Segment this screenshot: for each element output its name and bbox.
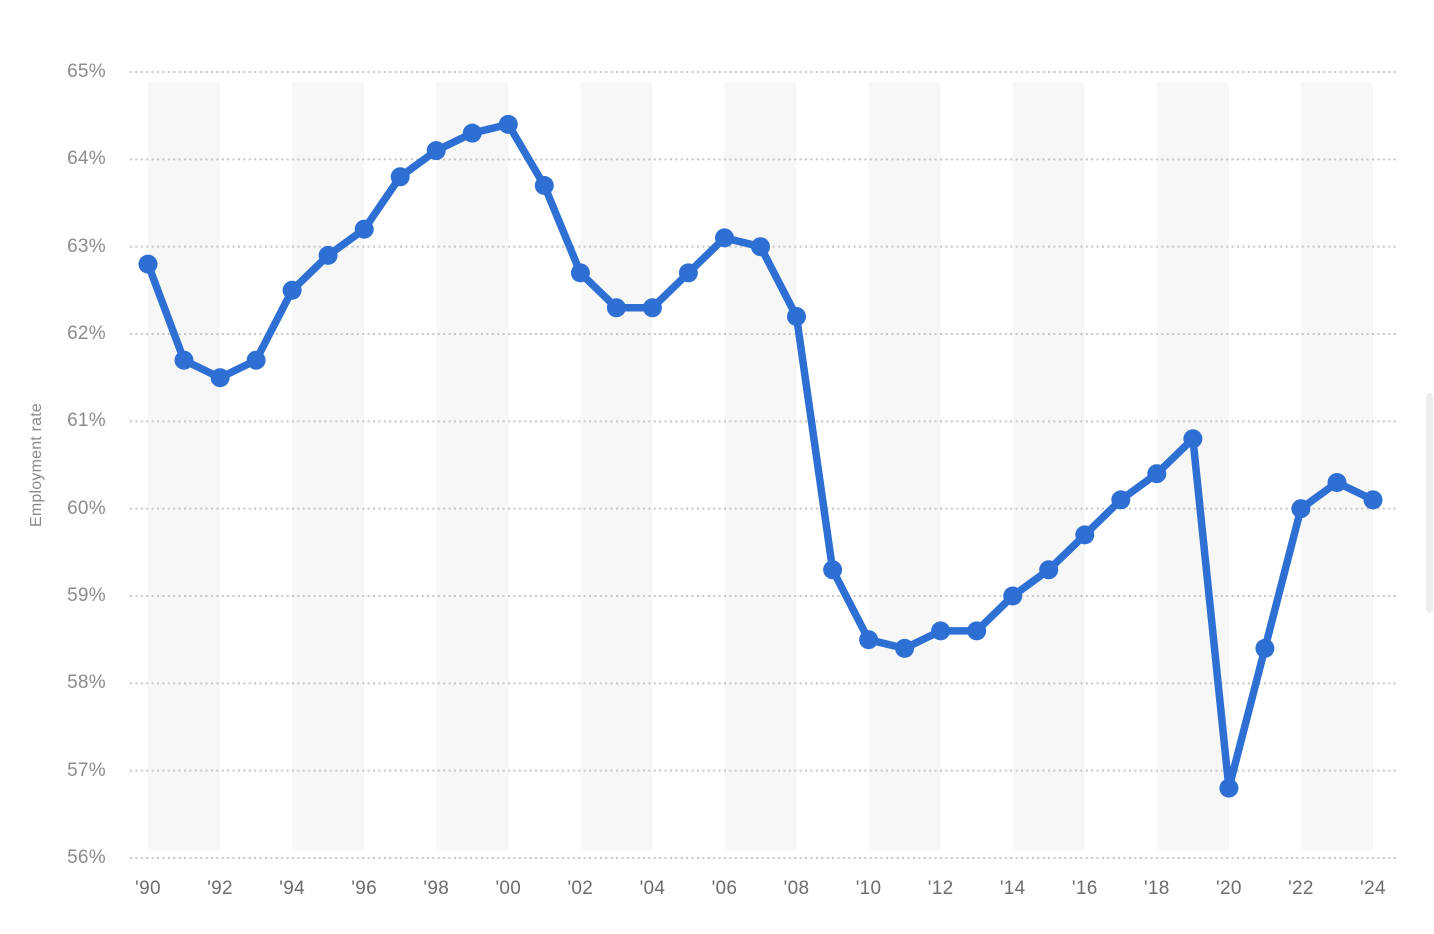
data-point-2020[interactable]: [1219, 778, 1239, 798]
data-point-1997[interactable]: [390, 167, 410, 187]
x-tick-label: '90: [135, 878, 161, 899]
data-point-2011[interactable]: [895, 638, 915, 658]
data-point-2003[interactable]: [606, 298, 626, 318]
data-point-2007[interactable]: [751, 237, 770, 257]
y-tick-label: 63%: [67, 235, 106, 257]
y-tick-label: 65%: [67, 61, 106, 82]
x-tick-label: '08: [783, 878, 810, 899]
x-tick-label: '02: [567, 878, 594, 899]
background-band: [292, 82, 365, 850]
data-point-1996[interactable]: [354, 219, 374, 239]
data-point-2015[interactable]: [1039, 560, 1059, 580]
data-point-2023[interactable]: [1327, 473, 1347, 492]
data-point-1991[interactable]: [174, 350, 194, 370]
background-band: [868, 82, 941, 850]
x-tick-label: '20: [1216, 878, 1242, 899]
data-point-2008[interactable]: [787, 307, 806, 326]
data-point-2021[interactable]: [1255, 638, 1275, 658]
data-point-1994[interactable]: [282, 280, 302, 300]
data-point-2004[interactable]: [642, 298, 662, 318]
data-point-2005[interactable]: [678, 263, 698, 283]
data-point-1993[interactable]: [246, 350, 266, 370]
x-tick-label: '04: [639, 878, 666, 899]
y-tick-label: 57%: [67, 759, 106, 781]
data-point-2006[interactable]: [715, 228, 734, 248]
data-point-1990[interactable]: [138, 254, 158, 274]
x-tick-label: '10: [855, 878, 882, 899]
data-point-2009[interactable]: [823, 560, 843, 580]
background-band: [148, 82, 221, 850]
data-point-2010[interactable]: [859, 630, 879, 650]
data-point-2014[interactable]: [1003, 586, 1023, 606]
data-point-1998[interactable]: [426, 141, 446, 161]
y-tick-label: 56%: [67, 847, 106, 868]
data-point-2024[interactable]: [1363, 490, 1383, 510]
data-point-2012[interactable]: [931, 621, 951, 641]
data-point-2001[interactable]: [534, 176, 554, 195]
y-tick-label: 59%: [67, 585, 106, 606]
y-tick-label: 58%: [67, 672, 106, 694]
y-tick-label: 61%: [67, 410, 106, 432]
data-point-2019[interactable]: [1183, 429, 1203, 449]
data-point-2016[interactable]: [1075, 525, 1095, 545]
x-tick-label: '12: [927, 878, 954, 899]
scrollbar-thumb[interactable]: [1426, 393, 1433, 613]
y-tick-label: 62%: [67, 323, 106, 344]
data-point-2002[interactable]: [570, 263, 590, 283]
data-point-2022[interactable]: [1291, 499, 1311, 519]
data-point-2018[interactable]: [1147, 464, 1167, 484]
y-tick-label: 60%: [67, 497, 106, 519]
background-band: [1012, 82, 1085, 850]
x-tick-label: '96: [351, 878, 378, 899]
data-point-1992[interactable]: [210, 368, 230, 388]
data-point-1999[interactable]: [462, 123, 482, 143]
background-band: [1300, 82, 1373, 850]
data-point-1995[interactable]: [318, 245, 338, 265]
x-tick-label: '18: [1143, 878, 1170, 899]
x-tick-label: '98: [423, 878, 450, 899]
data-point-2013[interactable]: [967, 621, 987, 641]
y-tick-label: 64%: [67, 148, 106, 170]
data-point-2000[interactable]: [498, 114, 518, 134]
x-tick-label: '14: [999, 878, 1026, 899]
x-tick-label: '22: [1288, 878, 1314, 899]
x-tick-label: '94: [279, 878, 305, 899]
x-tick-label: '06: [711, 878, 738, 899]
x-tick-label: '00: [495, 878, 522, 899]
x-tick-label: '24: [1360, 878, 1386, 899]
data-point-2017[interactable]: [1111, 490, 1131, 510]
background-band: [724, 82, 797, 850]
background-band: [436, 82, 509, 850]
background-band: [580, 82, 653, 850]
x-tick-label: '92: [207, 878, 233, 899]
x-tick-label: '16: [1071, 878, 1098, 899]
